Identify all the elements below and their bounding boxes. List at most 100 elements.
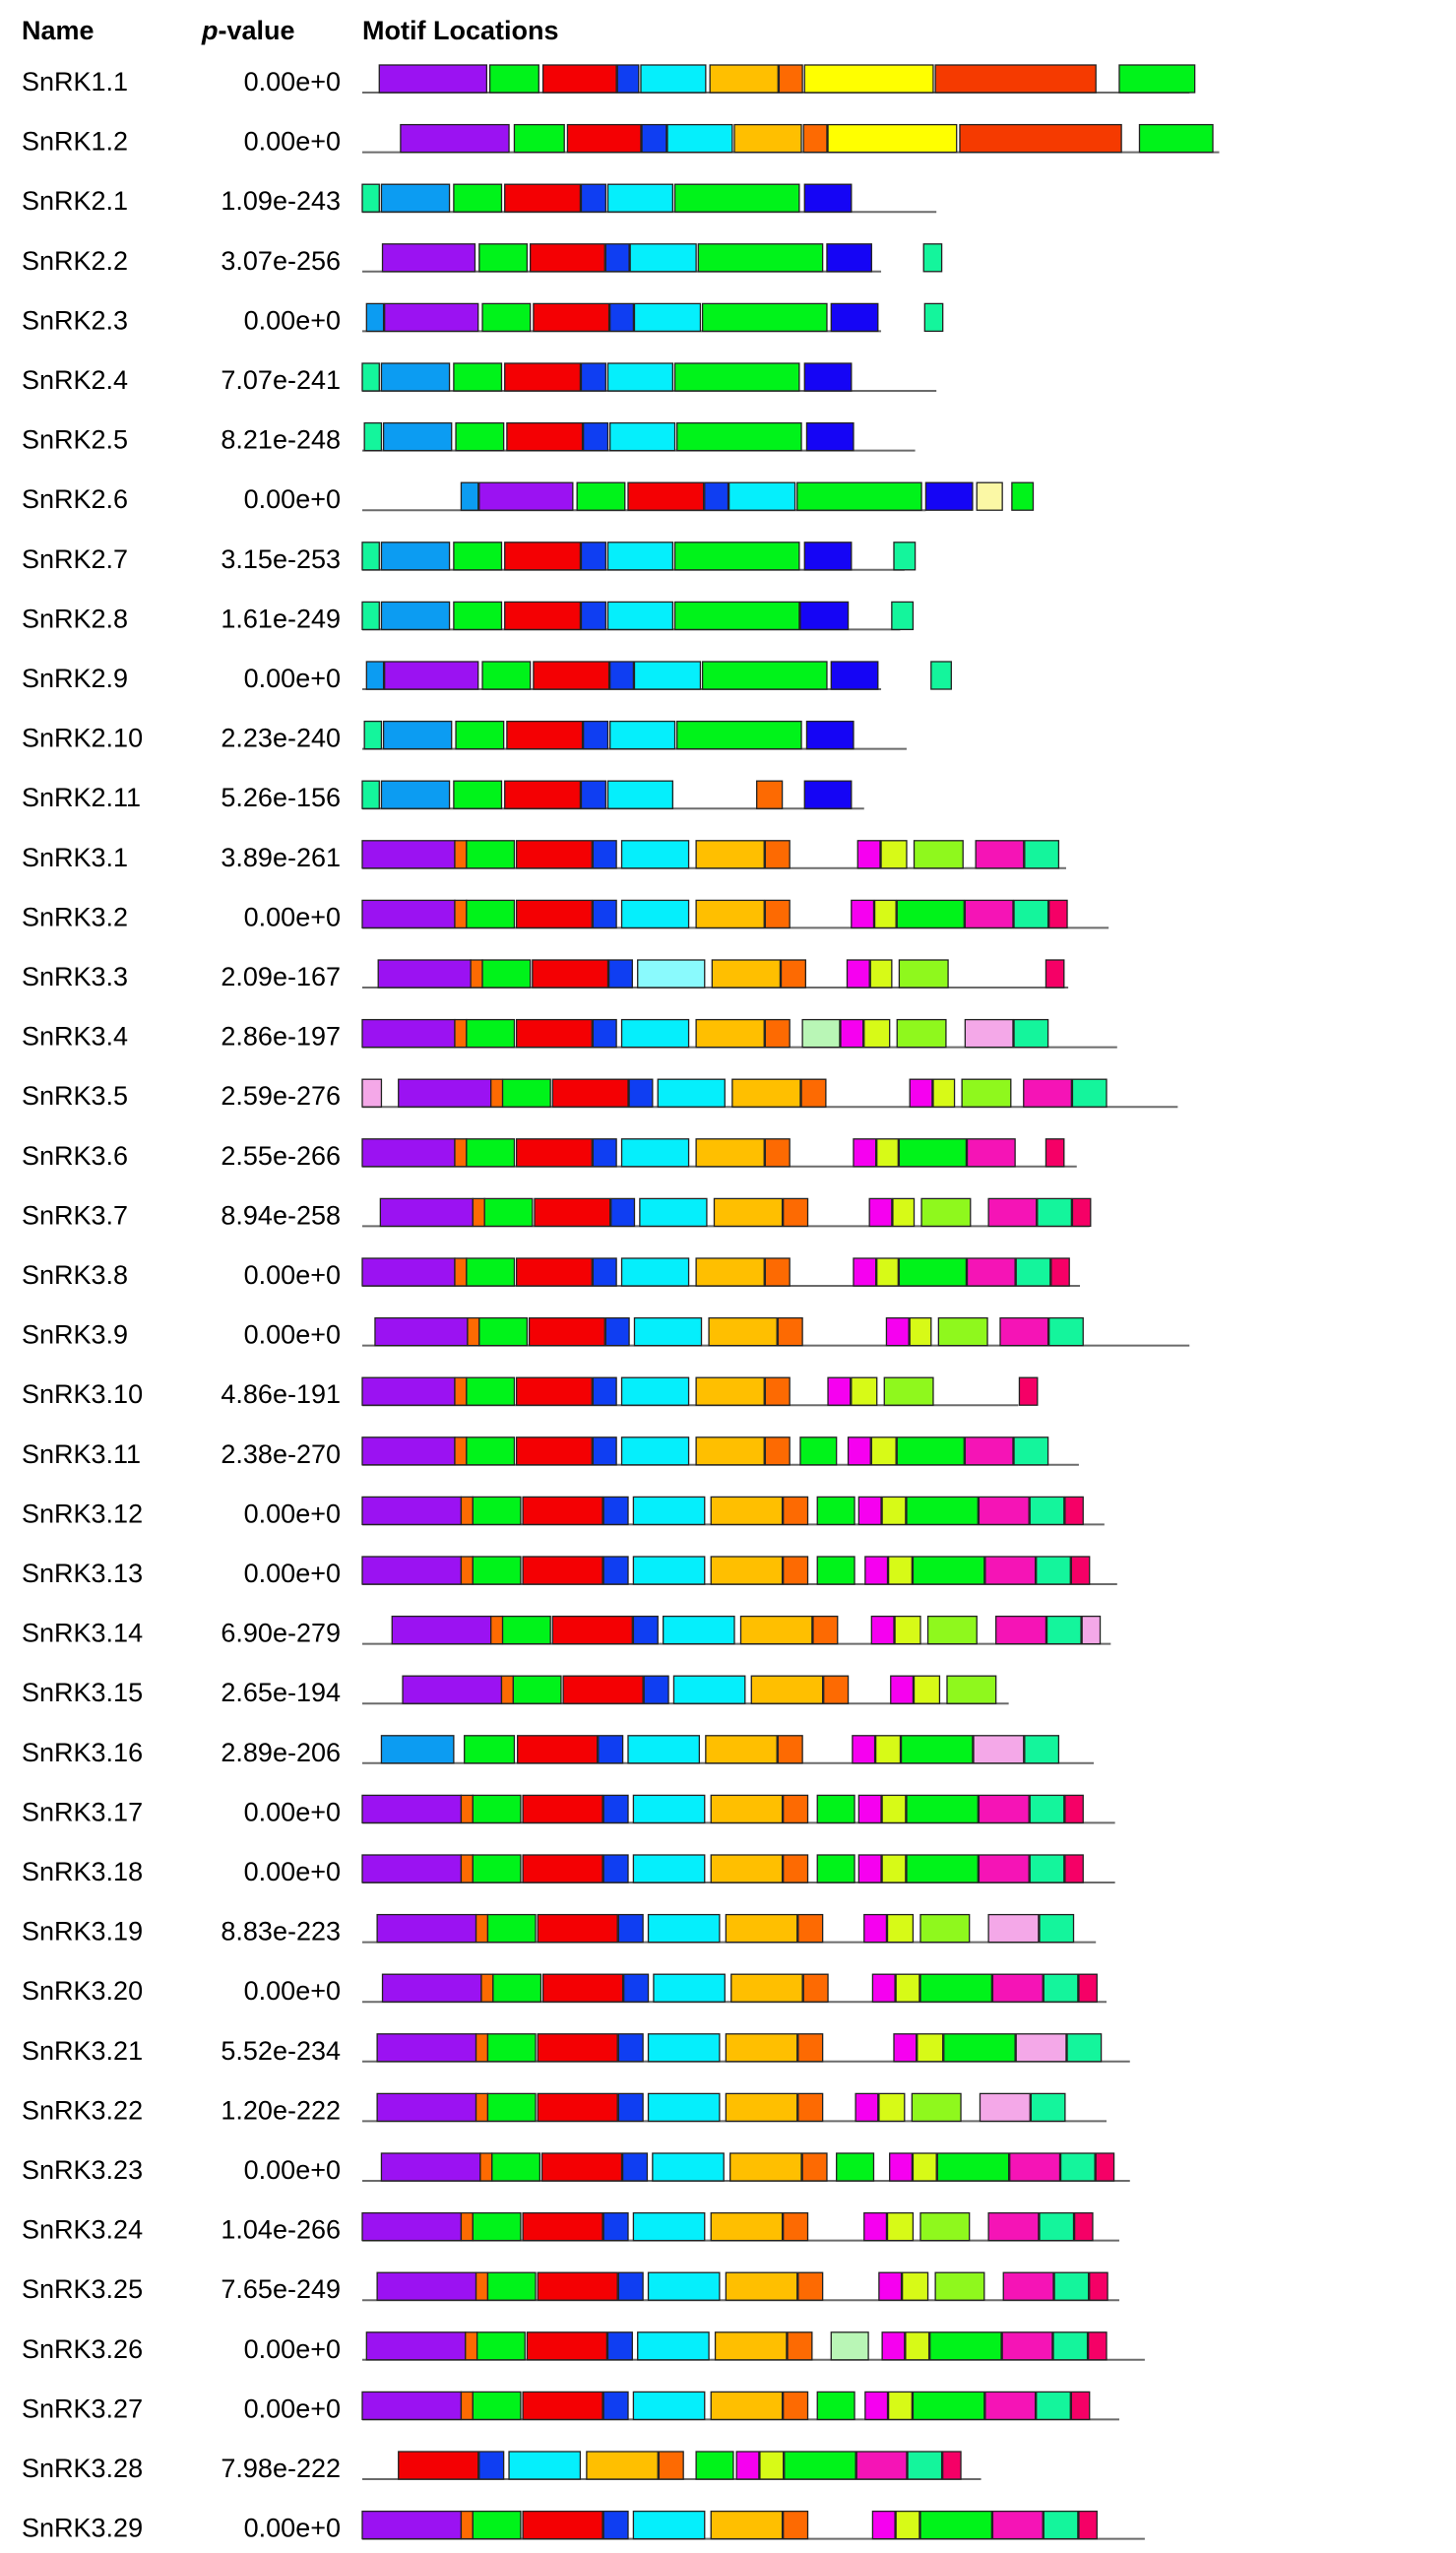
motif-crimson-box (1064, 1794, 1084, 1824)
motif-lime-box (488, 64, 539, 94)
motif-chart-box (934, 2271, 985, 2301)
motif-cyan-box (620, 1138, 690, 1168)
motif-magpink-box (984, 2391, 1037, 2421)
motif-amber-box (750, 1675, 824, 1704)
motif-magpink-box (987, 2211, 1040, 2242)
motif-orange-box (500, 1675, 515, 1704)
sequence-row: SnRK2.3 0.00e+0 (22, 302, 944, 335)
motif-magenta-box (857, 1794, 882, 1824)
motif-red-box (517, 1735, 599, 1764)
motif-orange-box (460, 1794, 474, 1824)
motif-mint-box (1053, 2271, 1090, 2301)
motif-purple-box (365, 2331, 467, 2361)
sequence-row: SnRK3.14 6.90e-279 (22, 1615, 1111, 1648)
motif-yg-box (912, 2152, 937, 2182)
motif-ltblue-box (380, 183, 451, 213)
motif-amber-box (695, 840, 765, 869)
motif-blue-box (617, 2033, 644, 2063)
motif-red-box (537, 2092, 618, 2123)
sequence-pvalue: 1.61e-249 (221, 604, 341, 633)
motif-lime-box (673, 362, 800, 392)
motif-lime-box (816, 1794, 855, 1824)
motif-chart-box (920, 1197, 972, 1228)
motif-orange-box (479, 2152, 493, 2182)
motif-purple-box (376, 2092, 477, 2123)
motif-cyan-box (633, 1316, 703, 1347)
motif-mint-box (1039, 2211, 1075, 2242)
sequence-pvalue: 0.00e+0 (244, 2155, 341, 2185)
motif-lime-box (943, 2033, 1016, 2063)
sequence-row: SnRK3.8 0.00e+0 (22, 1257, 1080, 1290)
sequence-name: SnRK3.10 (22, 1379, 143, 1409)
sequence-row: SnRK3.24 1.04e-266 (22, 2211, 1119, 2245)
motif-yellow-box (803, 64, 934, 94)
motif-blue-box (608, 661, 635, 690)
motif-blue-box (580, 780, 606, 809)
motif-lime-box (695, 2451, 734, 2480)
motif-yg-box (873, 899, 897, 929)
motif-magenta-box (851, 899, 875, 929)
sequence-name: SnRK3.22 (22, 2095, 143, 2125)
motif-chart-box (937, 1316, 988, 1347)
motif-magenta-box (847, 1436, 871, 1466)
motif-red-box (534, 1197, 611, 1228)
motif-red-box (540, 2152, 623, 2182)
sequence-name: SnRK2.1 (22, 186, 128, 216)
motif-mint-box (1071, 1078, 1108, 1108)
motif-lime-box (464, 1735, 516, 1764)
motif-crimson-box (1089, 2271, 1108, 2301)
motif-lime-box (491, 2152, 541, 2182)
motif-purple-box (380, 2152, 481, 2182)
motif-red-box (504, 362, 582, 392)
sequence-name: SnRK1.1 (22, 67, 128, 96)
motif-purple-box (361, 2510, 463, 2540)
motif-magpink-box (1009, 2152, 1061, 2182)
motif-orange-box (460, 2391, 474, 2421)
motif-cyan-box (662, 1615, 735, 1645)
motif-blue-box (592, 840, 617, 869)
sequence-pvalue: 0.00e+0 (244, 2334, 341, 2364)
motif-orange-box (812, 1615, 839, 1645)
motif-lime-box (472, 1794, 522, 1824)
motif-mint-box (1029, 1496, 1065, 1526)
motif-magenta-box (853, 1257, 877, 1287)
sequence-row: SnRK3.2 0.00e+0 (22, 899, 1109, 931)
motif-yg-box (913, 1675, 941, 1704)
sequence-pvalue: 3.15e-253 (221, 544, 341, 574)
motif-ltgreen-box (801, 1018, 841, 1049)
motif-crimson-box (1048, 899, 1068, 929)
motif-orange-box (764, 1257, 791, 1287)
motif-orange-box (460, 1556, 474, 1585)
sequence-row: SnRK2.1 1.09e-243 (22, 183, 937, 216)
motif-yg-box (917, 2033, 944, 2063)
motif-lime-box (475, 2331, 526, 2361)
sequence-row: SnRK3.19 8.83e-223 (22, 1913, 1097, 1947)
motif-amber-box (731, 1078, 801, 1108)
motif-red-box (515, 1018, 593, 1049)
motif-cyan-box (640, 64, 707, 94)
motif-mint-box (1013, 899, 1049, 929)
motif-pink-box (964, 1018, 1014, 1049)
motif-mint-box (1059, 2152, 1096, 2182)
motif-purple-box (400, 123, 510, 154)
motif-lime-box (1118, 64, 1196, 94)
motif-mint-box (363, 421, 383, 452)
motif-lime-box (501, 1615, 551, 1645)
motif-red-box (515, 1138, 593, 1168)
motif-lime-box (453, 780, 503, 809)
sequence-row: SnRK2.10 2.23e-240 (22, 720, 907, 753)
motif-magenta-box (889, 2152, 914, 2182)
motif-amber-box (725, 1913, 798, 1944)
motif-orange-box (800, 1078, 827, 1108)
sequence-name: SnRK3.4 (22, 1022, 128, 1052)
sequence-name: SnRK3.2 (22, 902, 128, 931)
motif-navy-box (803, 542, 853, 571)
motif-cyan-box (606, 362, 674, 392)
sequence-name: SnRK3.14 (22, 1619, 143, 1648)
motif-blue-box (617, 2271, 644, 2301)
motif-magenta-box (890, 1675, 915, 1704)
motif-lime-box (912, 1556, 985, 1585)
motif-amber-box (739, 1615, 813, 1645)
motif-cyan-box (620, 1018, 690, 1049)
motif-crimson-box (1073, 2211, 1094, 2242)
